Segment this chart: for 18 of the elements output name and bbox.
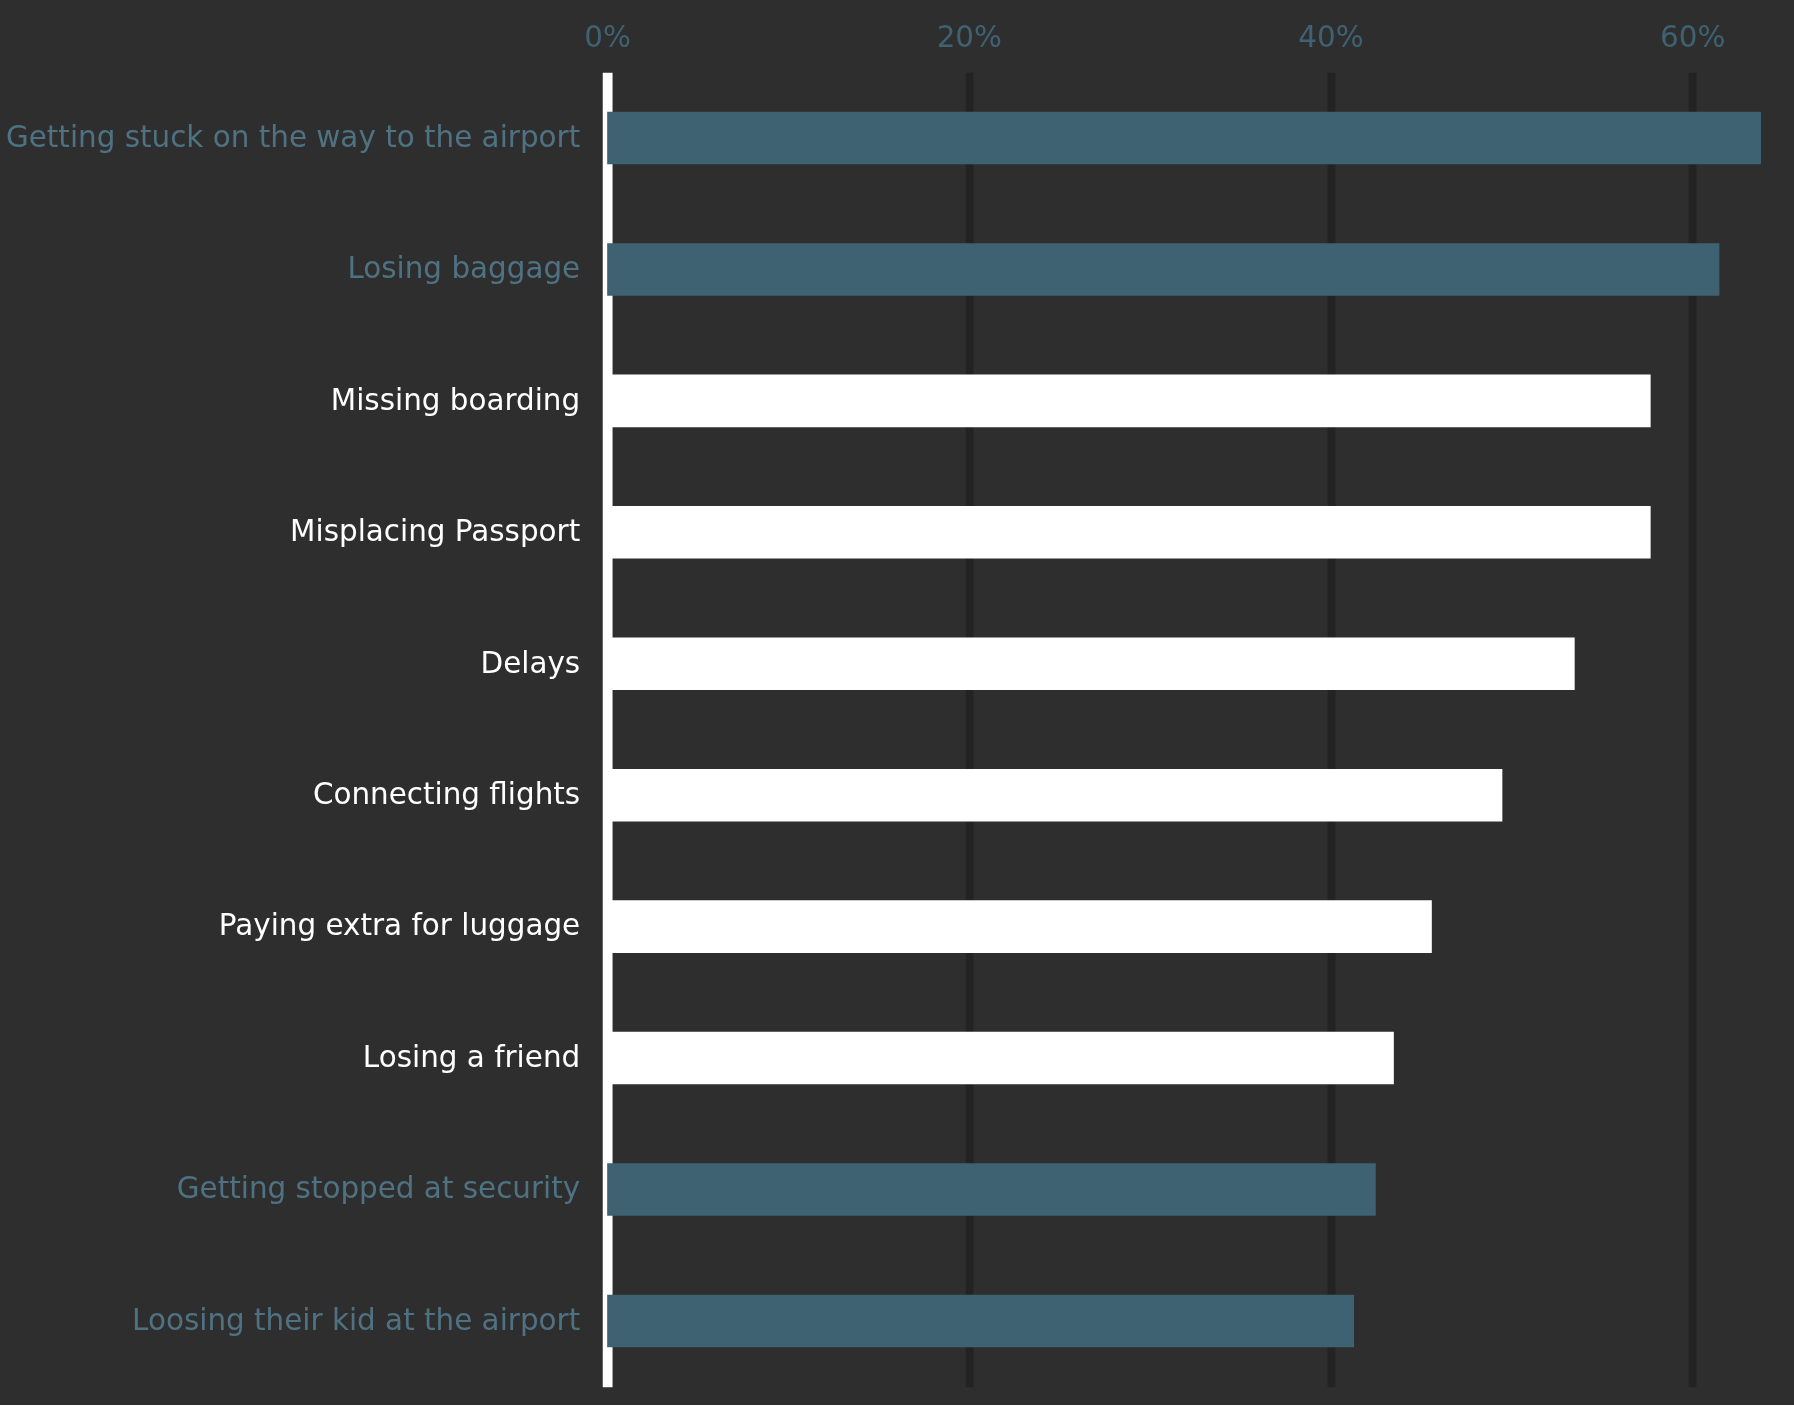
y-tick-label: Missing boarding [330,382,581,417]
bar [607,1163,1376,1216]
bar [607,1294,1355,1348]
y-tick-label: Delays [480,645,581,680]
x-tick-label: 40% [1298,20,1364,55]
y-tick-label: Losing baggage [347,251,581,286]
y-tick-label: Loosing their kid at the airport [132,1302,581,1337]
y-tick-label: Misplacing Passport [290,514,581,549]
y-tick-label: Getting stopped at security [176,1171,581,1206]
bar [607,111,1761,165]
y-tick-label: Losing a friend [362,1039,581,1074]
x-tick-label: 60% [1660,20,1726,55]
y-tick-label: Getting stuck on the way to the airport [5,119,581,154]
y-tick-label: Paying extra for luggage [218,908,581,943]
x-tick-label: 0% [584,20,631,55]
bar [607,243,1720,296]
x-tick-label: 20% [936,20,1003,55]
y-tick-label: Connecting flights [312,777,581,812]
